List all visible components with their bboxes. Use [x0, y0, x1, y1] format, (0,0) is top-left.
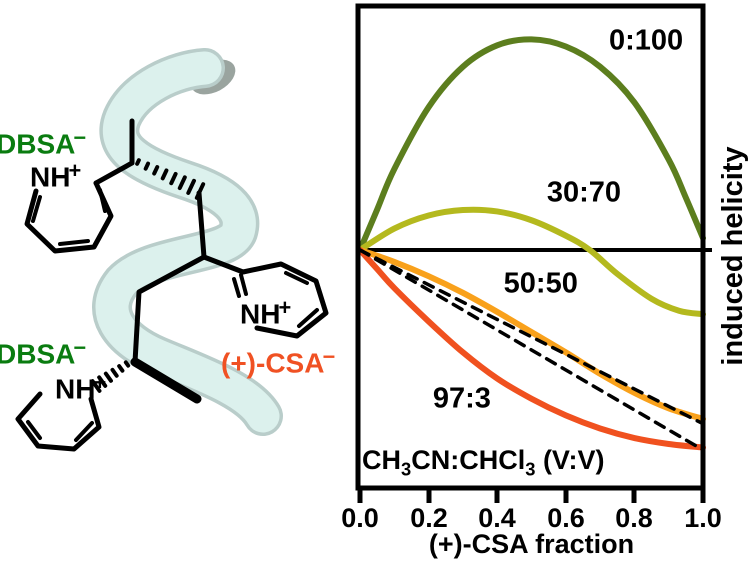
pyridinium-ring-1	[24, 180, 114, 254]
x-tick-label-0: 0.0	[341, 503, 379, 533]
helix-ribbon	[95, 51, 280, 433]
curve-linear-guide-upper	[358, 248, 705, 426]
curve-group	[357, 36, 706, 452]
csa-anion-label: (+)-CSA−	[221, 343, 336, 379]
x-axis-title: (+)-CSA fraction	[428, 529, 635, 559]
nh-cation-label-3: NH+	[55, 369, 107, 405]
curve-label-50-50: 50:50	[503, 267, 578, 300]
y-axis-title: induced helicity	[717, 146, 749, 366]
curve-30-70	[357, 206, 706, 318]
curve-0-100	[357, 36, 706, 253]
curve-label-0-100: 0:100	[608, 24, 684, 57]
backbone-bonds	[93, 118, 246, 365]
x-tick-label-1: 0.2	[410, 503, 448, 533]
pyridinium-ring-3	[15, 391, 102, 452]
x-tick-marks	[357, 488, 706, 503]
x-tick-label-2: 0.4	[478, 503, 516, 533]
terminal-bold-bond	[130, 357, 202, 404]
hashed-wedge-lower	[90, 360, 131, 393]
plot-frame	[355, 3, 706, 491]
molecule-illustration	[15, 48, 329, 452]
x-tick-label-3: 0.6	[547, 503, 585, 533]
solvent-ratio-annotation: CH3CN:CHCl3 (V:V)	[362, 445, 605, 480]
x-tick-label-4: 0.8	[615, 503, 653, 533]
curve-97-3	[357, 247, 706, 451]
nh-cation-label-1: NH+	[30, 157, 82, 193]
x-tick-label-5: 1.0	[684, 503, 722, 533]
dbsa-anion-label-bottom: DBSA−	[0, 334, 87, 370]
curve-label-30-70: 30:70	[546, 176, 622, 209]
curve-50-50	[357, 247, 706, 422]
pyridinium-ring-2	[232, 261, 329, 339]
nh-cation-label-2: NH+	[240, 294, 292, 330]
hashed-wedge-upper	[135, 158, 206, 200]
curve-label-97-3: 97:3	[432, 382, 491, 415]
dbsa-anion-label-top: DBSA−	[0, 124, 87, 160]
curve-linear-guide-lower	[358, 248, 705, 452]
